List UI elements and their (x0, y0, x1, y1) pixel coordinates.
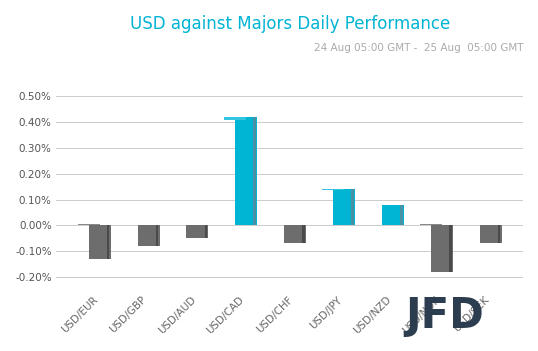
Bar (382, 205, 404, 225)
Bar (107, 225, 109, 259)
Bar (480, 225, 502, 243)
Bar (420, 224, 442, 225)
Bar (498, 225, 500, 243)
Bar (138, 225, 160, 246)
Bar (155, 225, 158, 246)
Bar (431, 225, 453, 272)
Bar (449, 225, 451, 272)
Title: USD against Majors Daily Performance: USD against Majors Daily Performance (130, 15, 450, 33)
Bar (351, 189, 354, 225)
Bar (253, 117, 256, 225)
Bar (235, 117, 257, 225)
Bar (224, 117, 246, 120)
Bar (89, 225, 111, 259)
Bar (204, 225, 207, 238)
Bar (400, 205, 403, 225)
Text: JFD: JFD (406, 295, 484, 337)
Bar (284, 225, 306, 243)
Text: 24 Aug 05:00 GMT -  25 Aug  05:00 GMT: 24 Aug 05:00 GMT - 25 Aug 05:00 GMT (314, 43, 523, 53)
Bar (302, 225, 305, 243)
Bar (333, 189, 355, 225)
Bar (187, 225, 208, 238)
Bar (322, 189, 344, 190)
